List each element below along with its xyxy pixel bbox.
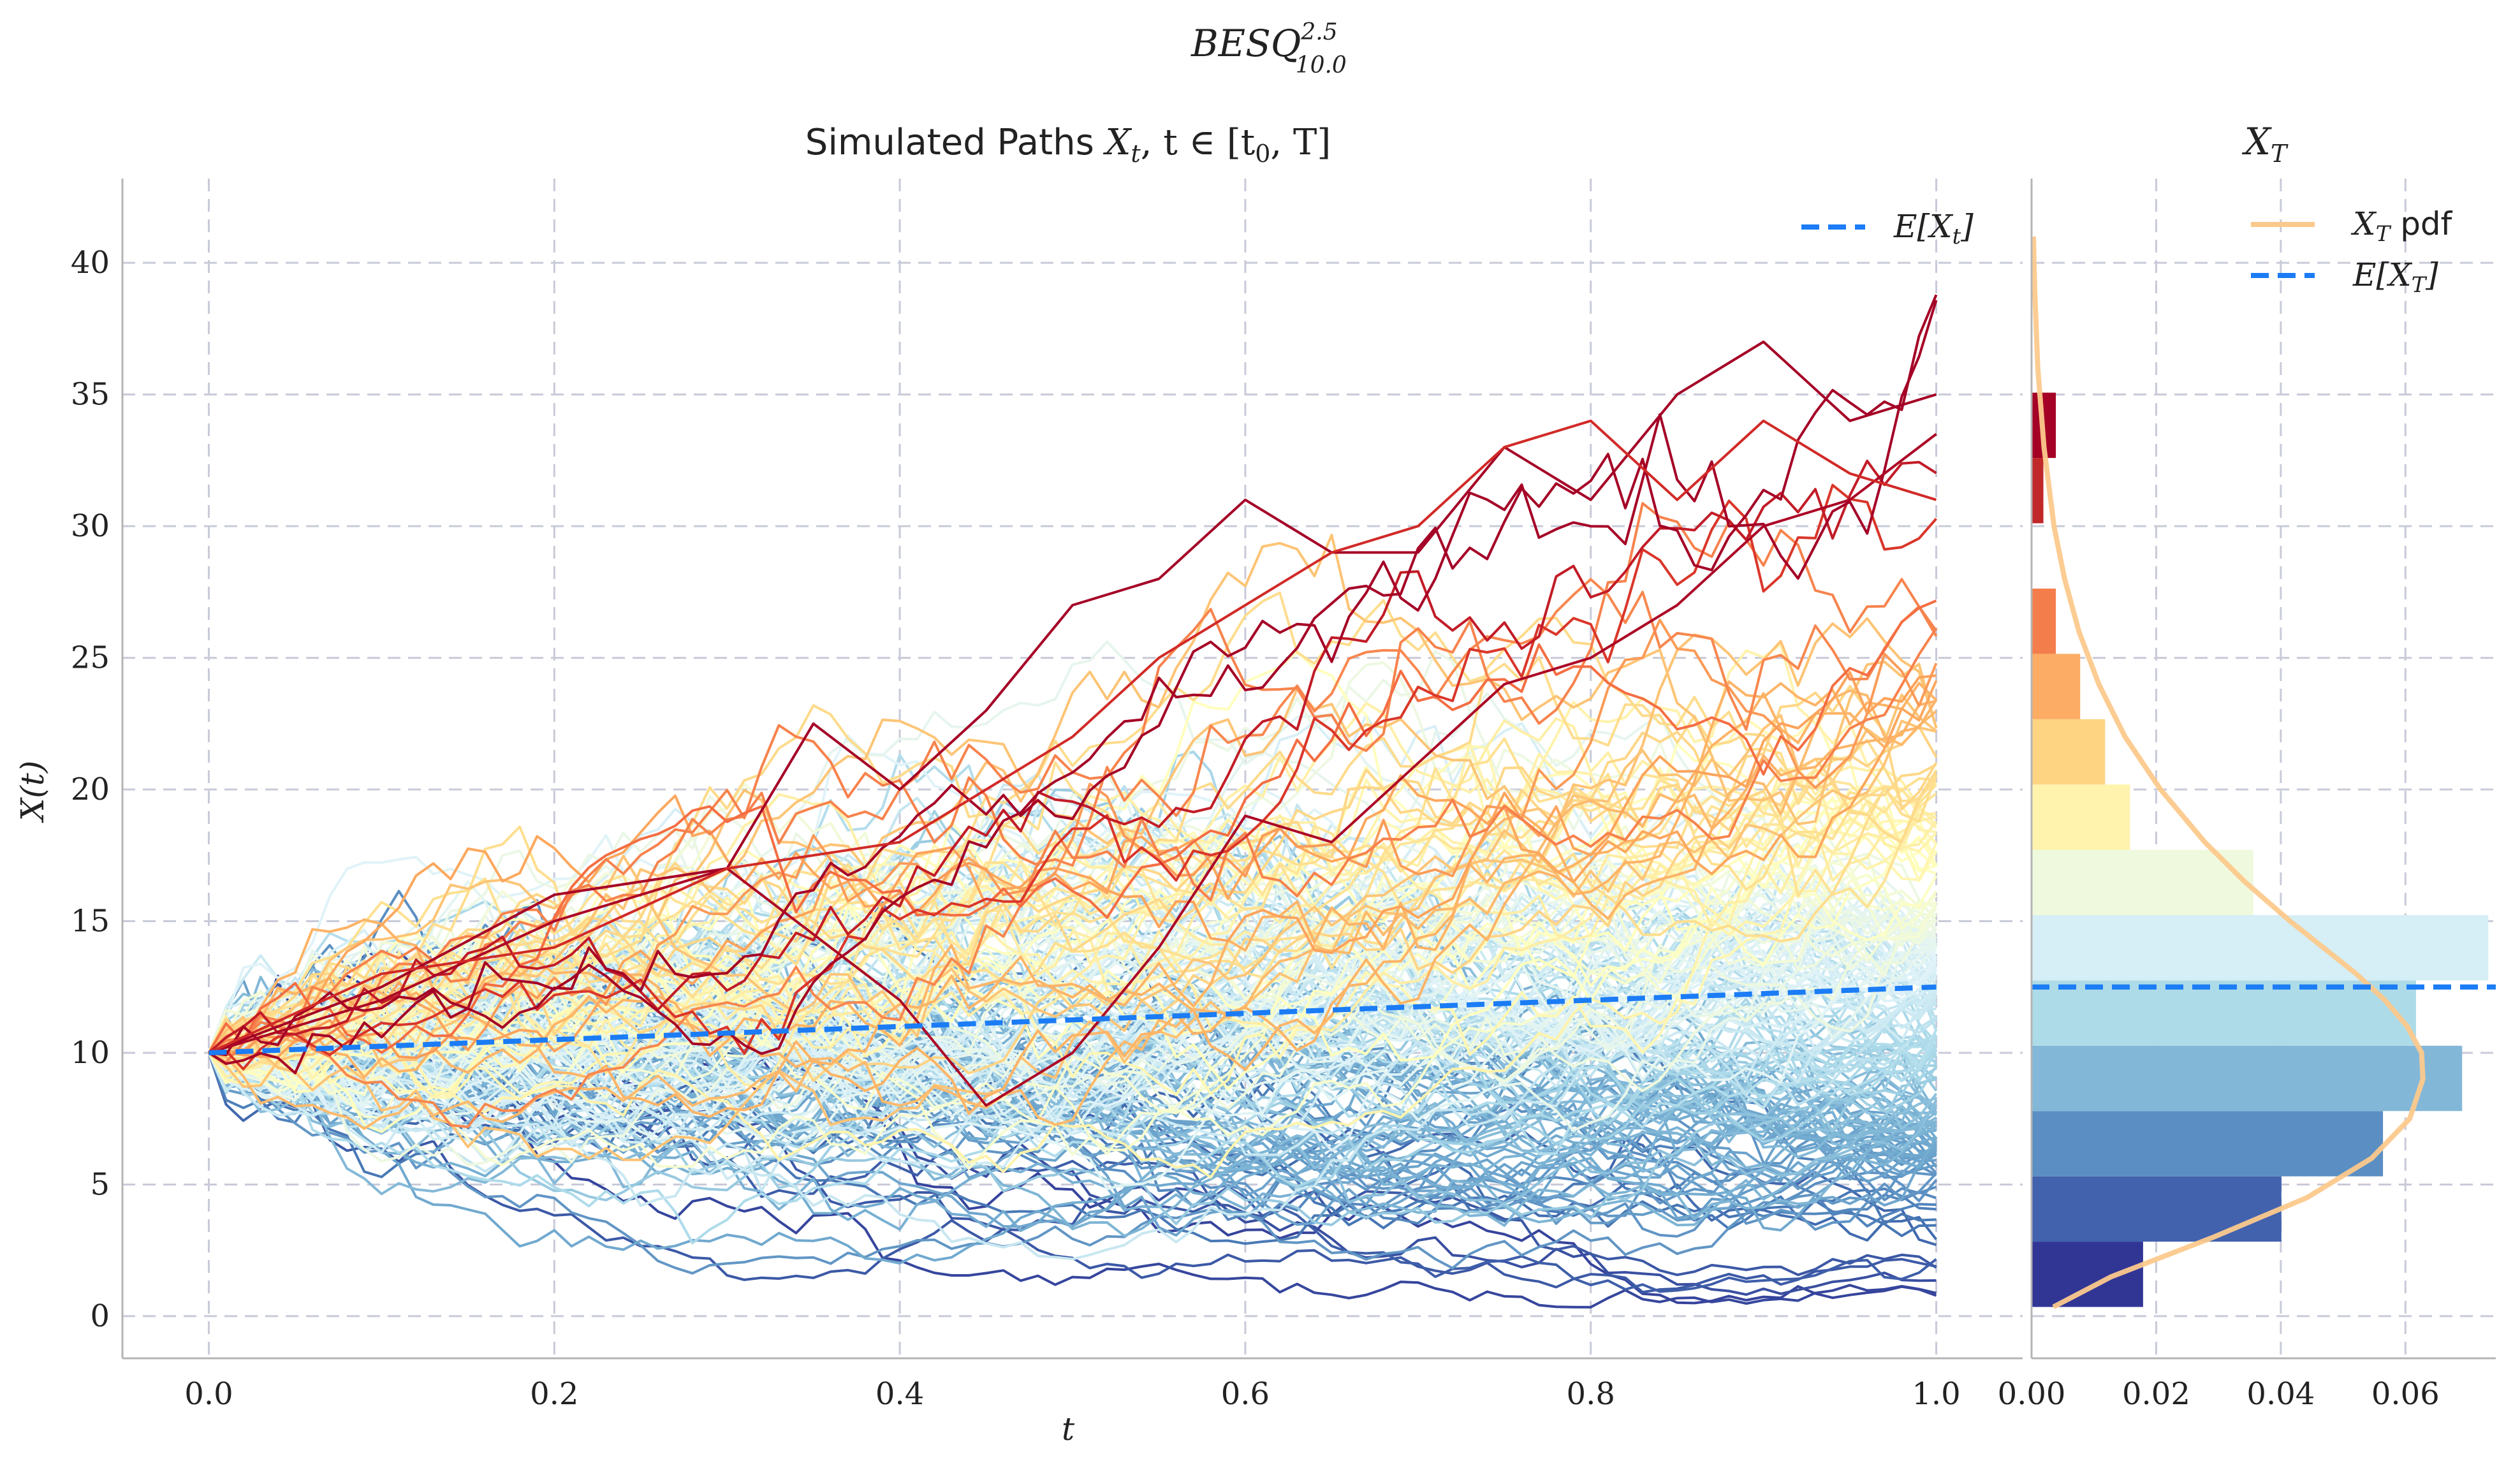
sample-path bbox=[207, 905, 1937, 1124]
pdf-curve bbox=[2030, 236, 2426, 1310]
sample-path bbox=[209, 671, 1937, 1059]
sample-path bbox=[207, 617, 1938, 1161]
sample-path bbox=[208, 578, 1938, 1129]
sample-path bbox=[209, 680, 1938, 1054]
histogram-bar bbox=[2032, 588, 2056, 654]
sample-path bbox=[208, 459, 1937, 1054]
sample-path bbox=[209, 896, 1937, 1073]
sample-path bbox=[208, 737, 1937, 1054]
sample-path-extreme bbox=[208, 433, 1937, 1107]
sample-path bbox=[208, 849, 1937, 1168]
y-tick-label: 10 bbox=[71, 1035, 110, 1071]
sample-path-extreme bbox=[208, 341, 1937, 1054]
histogram-tick-labels: 0.00 0.02 0.04 0.06 bbox=[1998, 1376, 2440, 1412]
sample-path bbox=[208, 534, 1938, 1088]
histogram-bar bbox=[2032, 719, 2106, 785]
y-tick-label: 30 bbox=[71, 508, 110, 544]
sample-path bbox=[208, 829, 1938, 1099]
sample-path bbox=[209, 619, 1938, 1059]
x-tick-label: 0.4 bbox=[875, 1376, 924, 1412]
paths-panel: 0.0 0.2 0.4 0.6 0.8 1.0 0 5 10 15 20 25 30 35 40 Simul… bbox=[14, 122, 2023, 1448]
histogram-bar bbox=[2032, 1111, 2384, 1177]
figure-suptitle: BESQ2.5 10.0 bbox=[1190, 19, 1347, 78]
y-tick-label: 25 bbox=[71, 640, 110, 676]
sample-path bbox=[209, 483, 1938, 1071]
sample-path bbox=[207, 1052, 1937, 1275]
sample-path bbox=[208, 861, 1938, 1156]
histogram-bar bbox=[2032, 980, 2416, 1046]
y-tick-label: 20 bbox=[71, 772, 110, 807]
histogram-bar bbox=[2032, 915, 2489, 981]
x-tick-label: 0.8 bbox=[1567, 1376, 1615, 1412]
legend-mean-label: E[Xt] bbox=[1893, 208, 1974, 249]
simulated-paths bbox=[207, 294, 1938, 1309]
sample-path bbox=[207, 800, 1937, 1089]
x-tick-label: 0.0 bbox=[184, 1376, 233, 1412]
x-tick-label: 0.2 bbox=[530, 1376, 578, 1412]
sample-path bbox=[207, 599, 1937, 1054]
sample-path bbox=[209, 1049, 1937, 1226]
y-axis-label: X(t) bbox=[14, 761, 51, 824]
x-tick-label: 0.6 bbox=[1221, 1376, 1270, 1412]
histogram-bar bbox=[2032, 458, 2044, 524]
y-tick-label: 5 bbox=[90, 1166, 110, 1202]
sample-path bbox=[208, 300, 1938, 1075]
terminal-distribution-panel: 0.00 0.02 0.04 0.06 XT XT pdf E[XT] bbox=[1998, 120, 2496, 1412]
sample-path bbox=[209, 294, 1938, 1057]
sample-path bbox=[208, 700, 1937, 1118]
sample-path bbox=[208, 650, 1937, 1054]
sample-path bbox=[209, 860, 1938, 1170]
sample-path bbox=[207, 685, 1938, 1054]
x-axis-label: t bbox=[1062, 1411, 1075, 1448]
histogram-bar bbox=[2032, 784, 2130, 850]
hist-x-tick-label: 0.04 bbox=[2246, 1376, 2315, 1412]
y-tick-label: 0 bbox=[90, 1298, 110, 1334]
histogram-bar bbox=[2032, 1176, 2282, 1242]
paths-axes bbox=[121, 179, 2023, 1360]
sample-path bbox=[208, 1046, 1937, 1231]
hist-x-tick-label: 0.06 bbox=[2371, 1376, 2440, 1412]
histogram-bars bbox=[2032, 392, 2489, 1307]
sample-path-extreme bbox=[208, 419, 1937, 1054]
histogram-axes bbox=[2030, 179, 2496, 1360]
histogram-bar bbox=[2032, 1242, 2143, 1307]
paths-legend: E[Xt] bbox=[1801, 208, 1974, 249]
histogram-bar bbox=[2032, 1045, 2463, 1112]
y-tick-label: 35 bbox=[71, 377, 110, 413]
histogram-bar bbox=[2032, 849, 2253, 916]
sample-path bbox=[207, 834, 1938, 1053]
paths-title: Simulated Paths Xt, t ∈ [t0, T] bbox=[805, 122, 1331, 168]
hist-x-tick-label: 0.02 bbox=[2122, 1376, 2190, 1412]
y-tick-label: 15 bbox=[71, 904, 110, 939]
legend-pdf-label: XT pdf bbox=[2350, 205, 2453, 247]
legend-terminal-mean-label: E[XT] bbox=[2352, 256, 2438, 298]
sample-path bbox=[207, 1031, 1937, 1265]
y-tick-label: 40 bbox=[71, 245, 110, 281]
histogram-bar bbox=[2032, 654, 2081, 719]
sample-path bbox=[209, 796, 1938, 1090]
histogram-title: XT bbox=[2242, 120, 2289, 168]
paths-tick-labels: 0.0 0.2 0.4 0.6 0.8 1.0 0 5 10 15 20 25 30 35 40 bbox=[71, 245, 1961, 1412]
sample-path bbox=[207, 832, 1937, 1179]
x-tick-label: 1.0 bbox=[1912, 1376, 1960, 1412]
expected-value-line bbox=[209, 984, 1937, 1055]
sample-path bbox=[208, 680, 1937, 1079]
hist-x-tick-label: 0.00 bbox=[1998, 1376, 2066, 1412]
sample-path bbox=[209, 689, 1937, 1130]
histogram-legend: XT pdf E[XT] bbox=[2251, 205, 2453, 298]
sample-path bbox=[207, 801, 1937, 1093]
